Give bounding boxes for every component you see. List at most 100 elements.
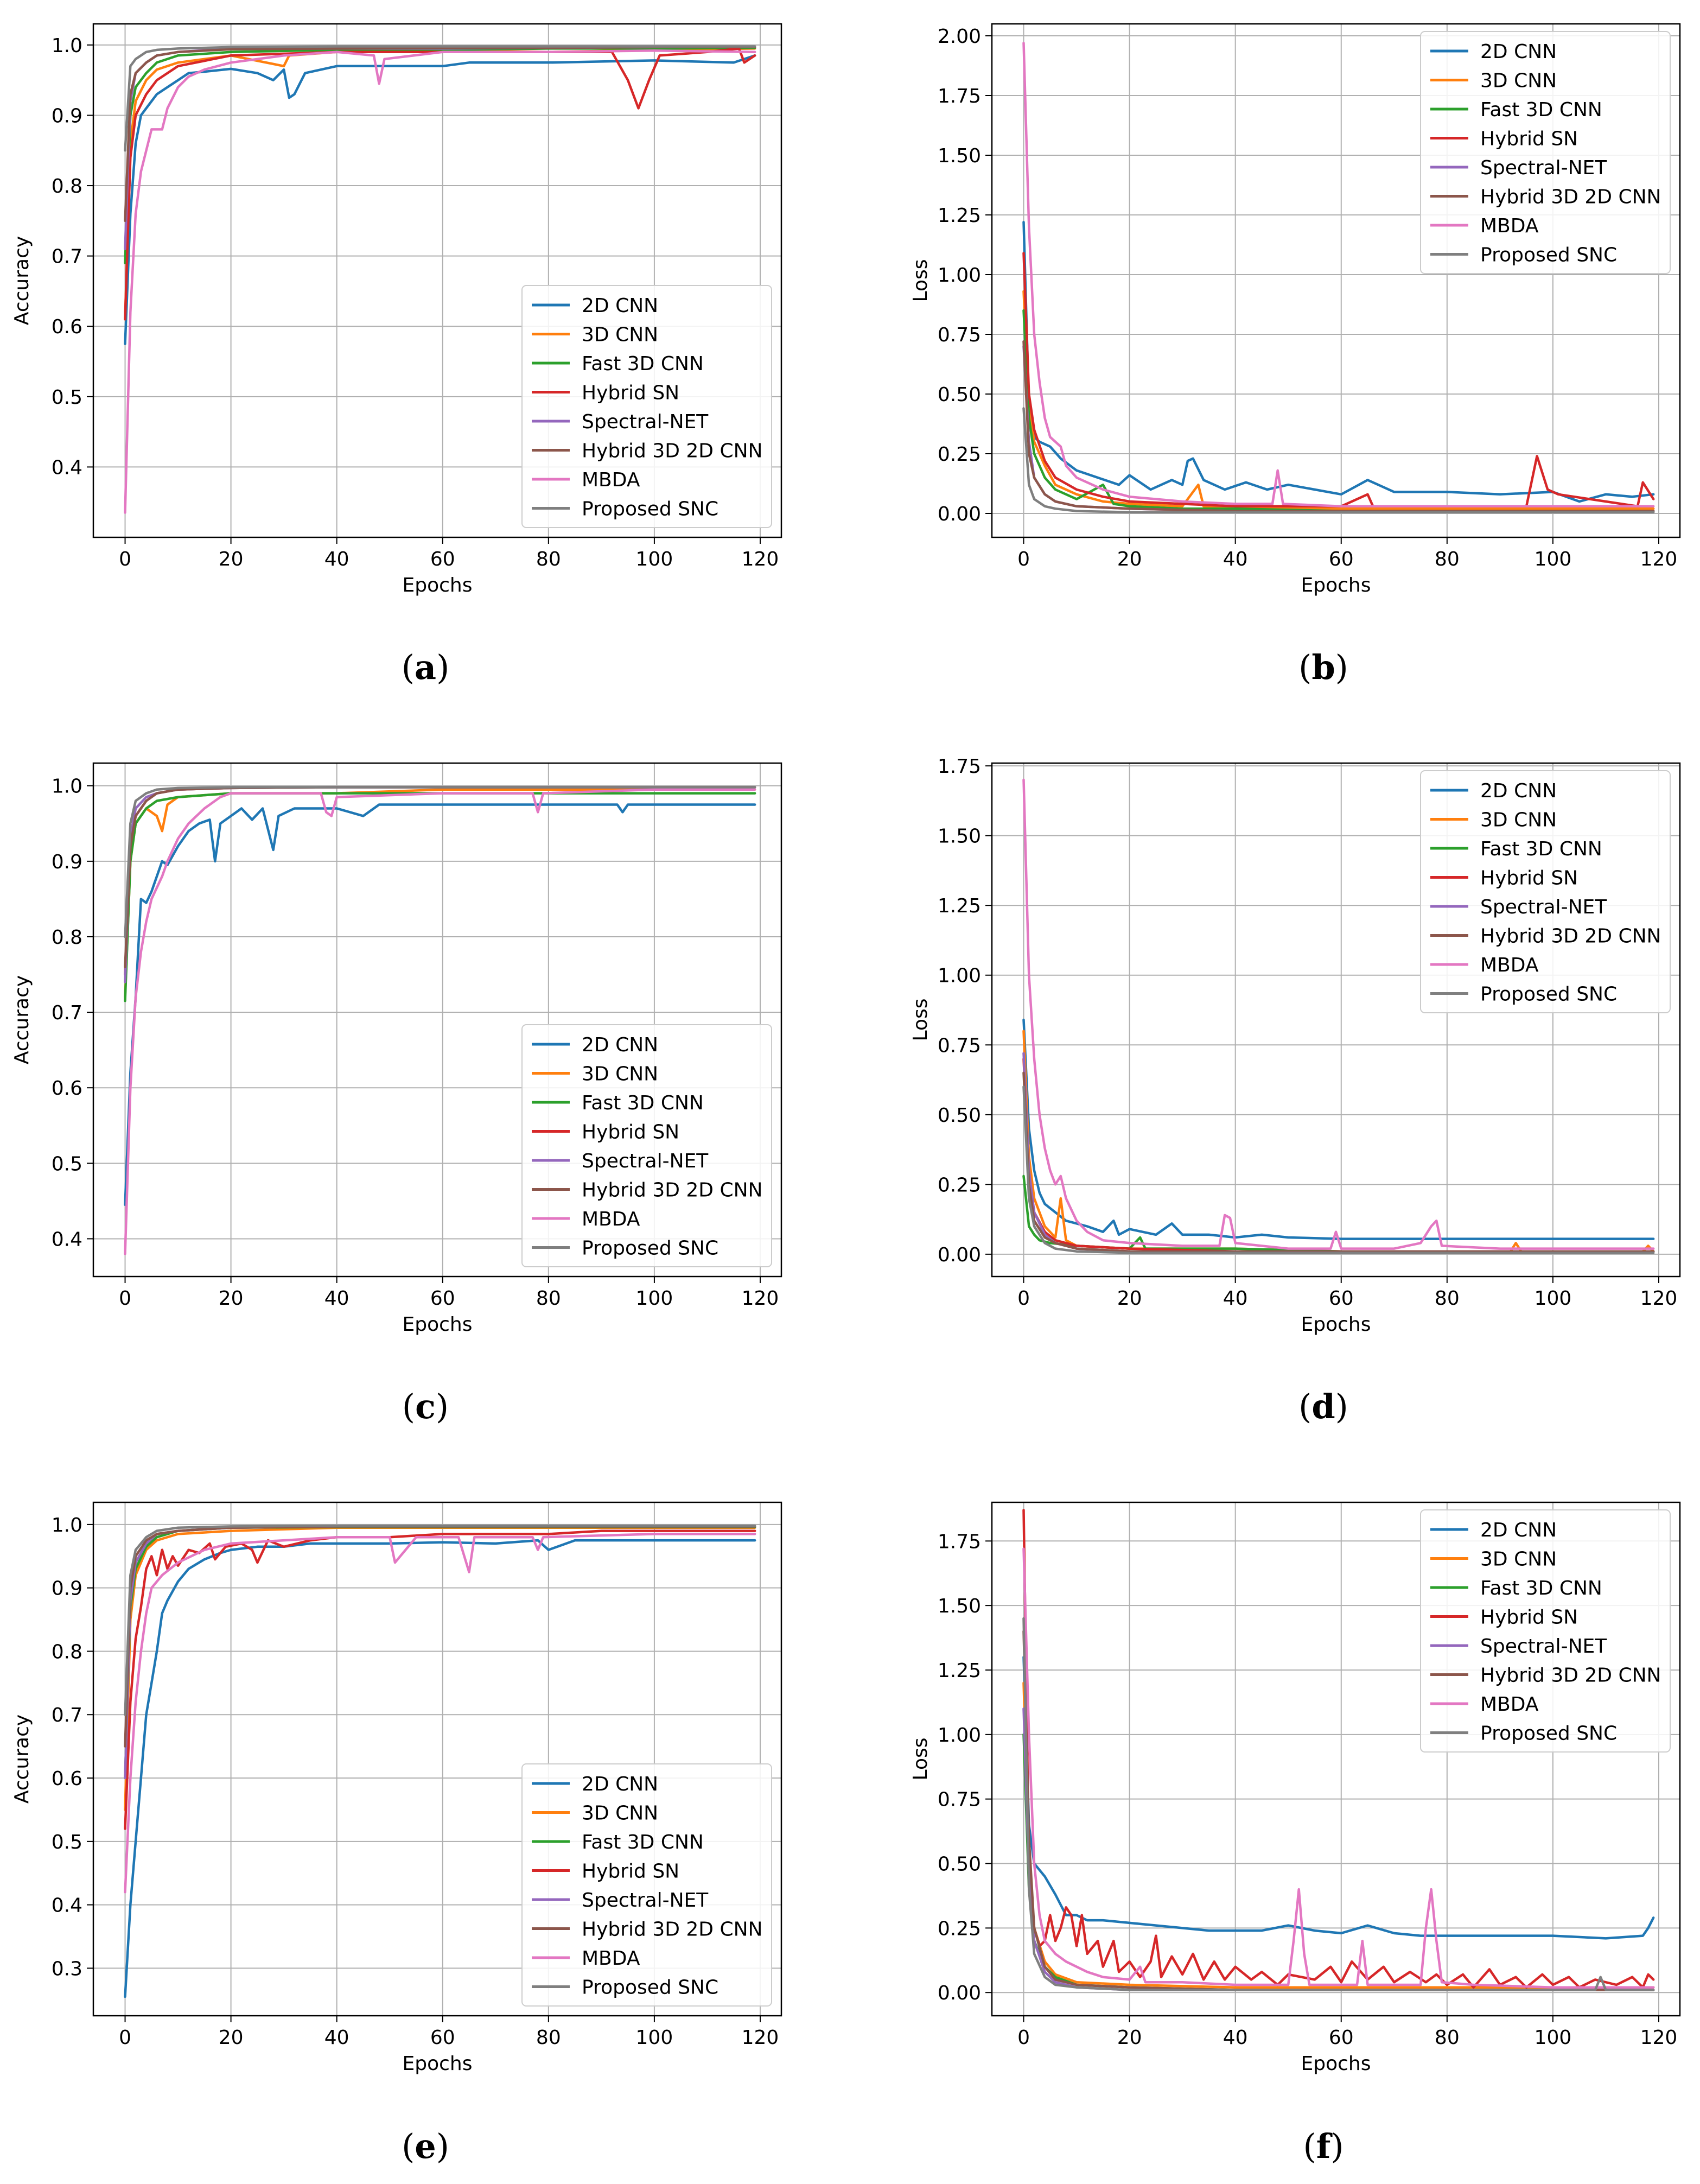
legend-label: Hybrid 3D 2D CNN: [1480, 925, 1661, 948]
caption-d: (d): [1298, 1387, 1348, 1426]
legend-label: Spectral-NET: [582, 1889, 709, 1912]
plot-frame: [92, 23, 782, 538]
series-line-proposed-snc: [1022, 1085, 1655, 1254]
legend-label: Hybrid 3D 2D CNN: [1480, 186, 1661, 208]
x-tick-label: 0: [119, 1287, 131, 1310]
plot-frame: [991, 23, 1681, 538]
legend: 2D CNN 3D CNN Fast 3D CNN Hybrid SN Spectral…: [521, 1024, 772, 1267]
x-tick-label: 80: [536, 2027, 561, 2049]
legend-label: Spectral-NET: [1480, 157, 1607, 179]
x-axis-label: Epochs: [1301, 2053, 1371, 2075]
x-tick-label: 120: [742, 548, 779, 570]
series-line-proposed-snc: [124, 786, 756, 938]
y-tick-label: 0.5: [52, 1153, 82, 1175]
y-tick-label: 0.50: [938, 1104, 981, 1127]
series-group: [124, 786, 756, 1255]
y-tick-label: 1.00: [938, 264, 981, 287]
y-tick-label: 0.4: [52, 1895, 82, 1917]
x-tick-label: 60: [430, 548, 455, 570]
series-line-hybrid-3d-2d-cnn: [124, 46, 756, 223]
legend-label: Proposed SNC: [1480, 244, 1617, 266]
chart-d: 0 20 40 60 80 100 120 0.00 0.25 0.50 0.75 1.00 1.25 1…: [909, 755, 1681, 1336]
y-tick-label: 0.25: [938, 1918, 981, 1940]
y-tick-label: 0.75: [938, 1034, 981, 1057]
y-axis-label: Loss: [909, 999, 932, 1042]
x-tick-label: 60: [1329, 1287, 1354, 1310]
series-line-hybrid-sn: [1022, 1509, 1655, 1989]
y-tick-label: 1.25: [938, 895, 981, 917]
chart-e: 0 20 40 60 80 100 120 0.3 0.4 0.5 0.6 0.7 0.8 0.9 1.0 E…: [11, 1501, 782, 2075]
legend-label: Proposed SNC: [582, 1237, 718, 1260]
legend-label: 2D CNN: [582, 295, 658, 317]
y-tick-label: 0.8: [52, 1641, 82, 1663]
y-tick-label: 1.00: [938, 965, 981, 987]
y-tick-label: 1.50: [938, 826, 981, 848]
y-tick-label: 0.5: [52, 1831, 82, 1853]
y-tick-label: 0.25: [938, 443, 981, 466]
x-tick-label: 80: [1435, 2027, 1460, 2049]
legend-label: Hybrid 3D 2D CNN: [1480, 1665, 1661, 1687]
legend-label: 3D CNN: [582, 1063, 658, 1085]
series-line-mbda: [124, 1533, 756, 1894]
caption-a: (a): [401, 647, 450, 687]
chart-c: 0 20 40 60 80 100 120 0.4 0.5 0.6 0.7 0.8 0.9 1.0 Epoc…: [11, 762, 782, 1336]
series-group: [124, 1524, 756, 1998]
y-tick-label: 1.75: [938, 1531, 981, 1553]
legend-box: [1420, 31, 1671, 274]
legend: 2D CNN 3D CNN Fast 3D CNN Hybrid SN Spectral…: [521, 1763, 772, 2007]
legend-box: [1420, 770, 1671, 1013]
chart-b: 0 20 40 60 80 100 120 0.00 0.25 0.50 0.75 1.00 1.25 1…: [909, 23, 1681, 596]
x-tick-label: 20: [219, 548, 244, 570]
legend-label: MBDA: [582, 1947, 640, 1970]
series-line-2d-cnn: [1022, 220, 1655, 503]
y-tick-label: 0.75: [938, 324, 981, 346]
legend-label: 2D CNN: [1480, 41, 1557, 63]
x-tick-label: 20: [1117, 2027, 1142, 2049]
y-tick-label: 0.00: [938, 503, 981, 525]
y-tick-label: 0.50: [938, 1853, 981, 1876]
y-tick-label: 0.25: [938, 1174, 981, 1196]
y-tick-label: 1.75: [938, 755, 981, 778]
series-group: [124, 45, 756, 514]
x-tick-label: 40: [324, 2027, 349, 2049]
y-tick-label: 0.9: [52, 105, 82, 127]
x-tick-label: 120: [1640, 1287, 1678, 1310]
y-axis-label: Loss: [909, 1738, 932, 1781]
x-tick-label: 40: [1223, 1287, 1248, 1310]
x-tick-label: 0: [1017, 548, 1030, 570]
legend-label: Spectral-NET: [582, 1150, 709, 1172]
y-tick-label: 0.7: [52, 1002, 82, 1024]
y-axis-label: Accuracy: [11, 975, 33, 1064]
legend-label: Proposed SNC: [582, 498, 718, 520]
series-line-2d-cnn: [124, 803, 756, 1207]
caption-b: (b): [1298, 647, 1348, 687]
legend-label: 3D CNN: [582, 324, 658, 346]
y-tick-label: 0.4: [52, 456, 82, 479]
y-tick-label: 0.6: [52, 1768, 82, 1790]
x-axis-label: Epochs: [1301, 1313, 1371, 1336]
series-line-hybrid-3d-2d-cnn: [1022, 1071, 1655, 1253]
legend: 2D CNN 3D CNN Fast 3D CNN Hybrid SN Spectral…: [521, 285, 772, 528]
series-group: [1022, 41, 1655, 514]
legend-box: [521, 285, 772, 528]
x-tick-label: 80: [536, 1287, 561, 1310]
x-tick-label: 120: [742, 1287, 779, 1310]
y-tick-label: 0.6: [52, 1077, 82, 1100]
caption-f: (f): [1303, 2126, 1344, 2166]
series-line-mbda: [1022, 1547, 1655, 1989]
x-tick-label: 0: [119, 548, 131, 570]
y-tick-label: 1.25: [938, 1660, 981, 1682]
y-tick-label: 0.4: [52, 1228, 82, 1250]
x-tick-label: 100: [1535, 2027, 1572, 2049]
legend-box: [521, 1763, 772, 2007]
series-line-2d-cnn: [124, 1539, 756, 1998]
x-tick-label: 20: [219, 1287, 244, 1310]
series-line-mbda: [124, 788, 756, 1255]
legend-label: Fast 3D CNN: [582, 1092, 704, 1114]
legend-label: Proposed SNC: [1480, 983, 1617, 1006]
legend-label: 2D CNN: [1480, 1519, 1557, 1541]
y-tick-label: 1.0: [52, 1514, 82, 1537]
x-tick-label: 40: [324, 1287, 349, 1310]
y-tick-label: 1.00: [938, 1724, 981, 1747]
